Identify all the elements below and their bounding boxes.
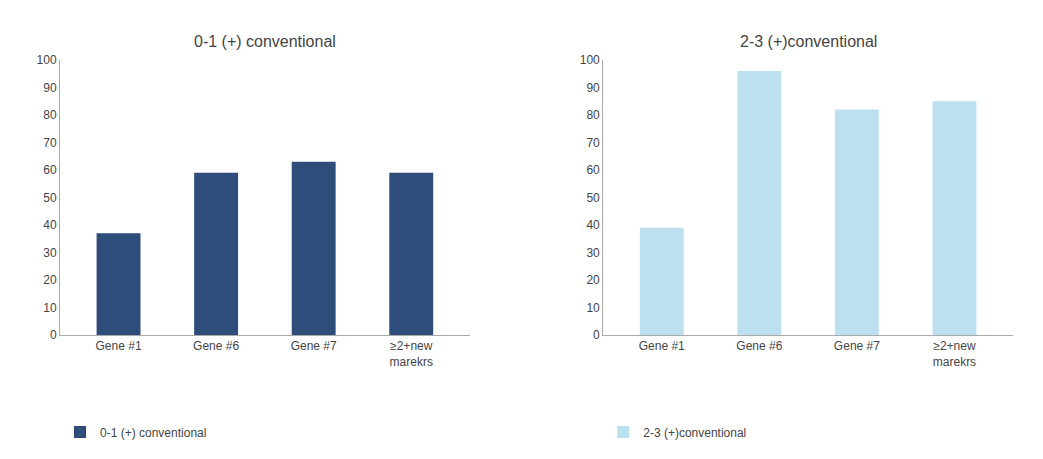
svg-text:Gene #6: Gene #6 — [193, 339, 239, 353]
svg-text:Gene #7: Gene #7 — [834, 339, 880, 353]
svg-text:2-3 (+)conventional: 2-3 (+)conventional — [740, 33, 877, 50]
svg-text:Gene #7: Gene #7 — [291, 339, 337, 353]
svg-text:40: 40 — [43, 218, 57, 232]
svg-text:0: 0 — [593, 328, 600, 342]
svg-text:70: 70 — [43, 136, 57, 150]
svg-text:Gene #1: Gene #1 — [96, 339, 142, 353]
svg-text:10: 10 — [586, 301, 600, 315]
svg-text:Gene #1: Gene #1 — [639, 339, 685, 353]
svg-text:10: 10 — [43, 301, 57, 315]
svg-text:90: 90 — [586, 81, 600, 95]
svg-text:80: 80 — [43, 108, 57, 122]
svg-text:2-3 (+)conventional: 2-3 (+)conventional — [643, 426, 746, 440]
svg-text:30: 30 — [43, 246, 57, 260]
svg-text:0-1 (+) conventional: 0-1 (+) conventional — [194, 33, 336, 50]
svg-text:≥2+newmarekrs: ≥2+newmarekrs — [933, 339, 976, 369]
svg-text:Gene #6: Gene #6 — [736, 339, 782, 353]
svg-text:50: 50 — [586, 191, 600, 205]
svg-text:80: 80 — [586, 108, 600, 122]
svg-text:60: 60 — [43, 163, 57, 177]
svg-text:0-1 (+) conventional: 0-1 (+) conventional — [100, 426, 206, 440]
svg-text:20: 20 — [586, 273, 600, 287]
svg-text:50: 50 — [43, 191, 57, 205]
svg-text:70: 70 — [586, 136, 600, 150]
svg-text:0: 0 — [50, 328, 57, 342]
svg-text:100: 100 — [37, 53, 57, 67]
svg-text:100: 100 — [580, 53, 600, 67]
svg-text:40: 40 — [586, 218, 600, 232]
svg-text:30: 30 — [586, 246, 600, 260]
svg-text:20: 20 — [43, 273, 57, 287]
svg-text:≥2+newmarekrs: ≥2+newmarekrs — [390, 339, 433, 369]
svg-text:60: 60 — [586, 163, 600, 177]
svg-text:90: 90 — [43, 81, 57, 95]
